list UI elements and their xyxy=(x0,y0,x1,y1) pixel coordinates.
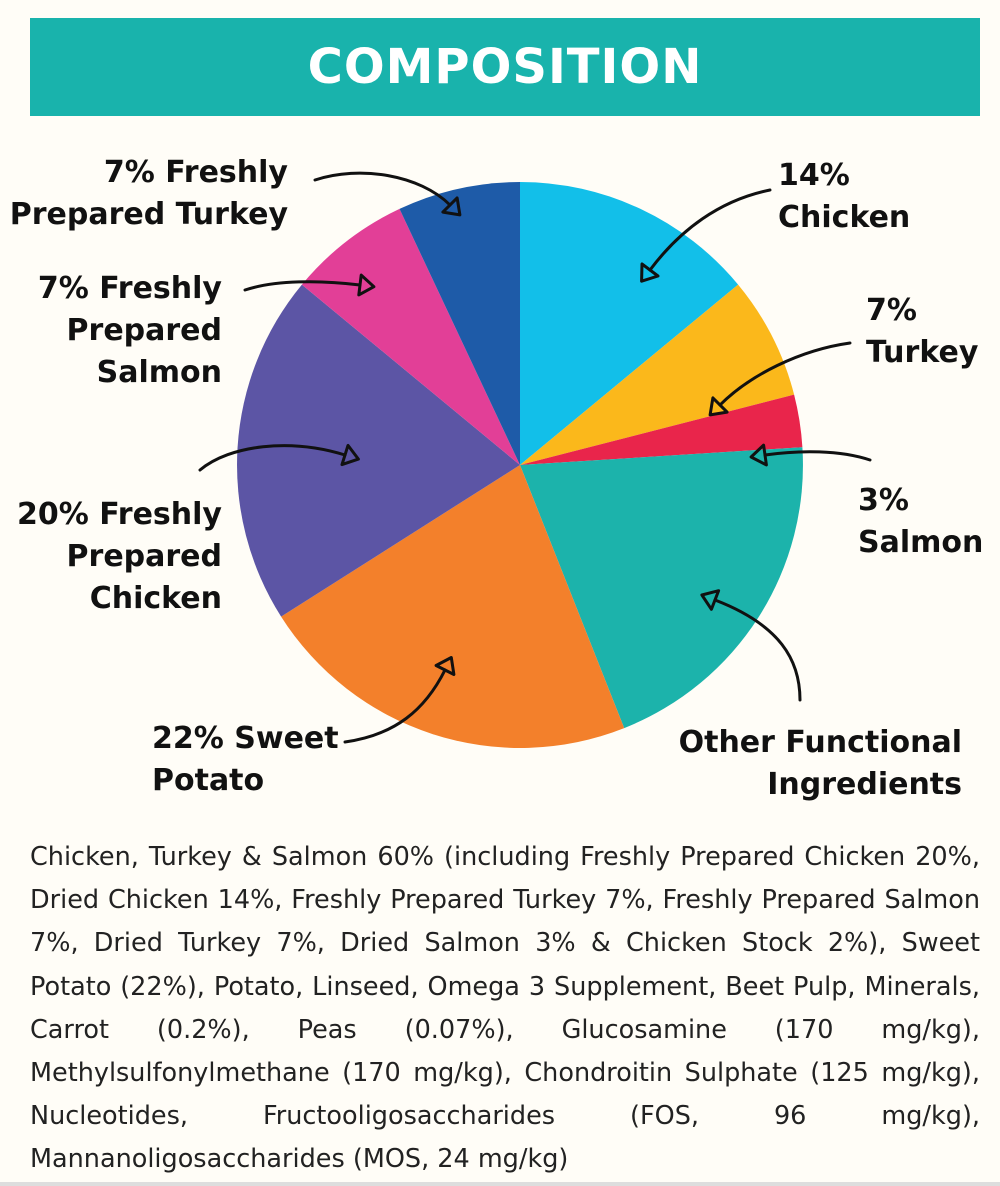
composition-pie-chart xyxy=(198,171,872,748)
pie-slice-other-functional-ingredients xyxy=(520,447,803,729)
pie-slice-chicken xyxy=(520,182,739,465)
pie-slice-turkey xyxy=(520,284,795,465)
pointer-arrow-salmon xyxy=(763,450,872,462)
pointer-arrow-fresh-chicken xyxy=(198,444,347,472)
arrowhead-fresh-turkey xyxy=(441,196,462,217)
label-fresh-turkey: 7% Freshly Prepared Turkey xyxy=(9,155,288,232)
label-other-functional-ingredients: Other Functional Ingredients xyxy=(678,725,962,802)
pointer-arrow-fresh-turkey xyxy=(313,171,452,207)
arrowhead-chicken xyxy=(640,262,660,283)
arrowhead-turkey xyxy=(708,396,729,417)
label-fresh-chicken: 20% Freshly Prepared Chicken xyxy=(16,497,222,616)
label-sweet-potato: 22% Sweet Potato xyxy=(152,721,339,798)
arrowhead-sweet-potato xyxy=(434,656,456,676)
pointer-arrow-chicken xyxy=(648,188,772,272)
pie-slice-fresh-chicken xyxy=(237,284,521,617)
label-chicken: 14% Chicken xyxy=(778,158,911,235)
label-turkey: 7% Turkey xyxy=(866,293,979,370)
arrowhead-salmon xyxy=(749,443,768,467)
pointer-arrow-sweet-potato xyxy=(343,668,447,744)
arrowhead-other-functional-ingredients xyxy=(700,589,721,611)
arrowhead-fresh-salmon xyxy=(357,273,376,297)
label-salmon: 3% Salmon xyxy=(858,483,984,560)
pointer-arrow-other-functional-ingredients xyxy=(713,598,802,702)
pie-slice-fresh-turkey xyxy=(399,182,520,465)
composition-header: COMPOSITION xyxy=(30,18,980,116)
pie-slice-salmon xyxy=(520,394,803,465)
label-fresh-salmon: 7% Freshly Prepared Salmon xyxy=(37,271,222,390)
arrowhead-fresh-chicken xyxy=(340,443,360,467)
bottom-divider xyxy=(0,1182,1000,1186)
ingredients-text: Chicken, Turkey & Salmon 60% (including … xyxy=(30,842,980,1175)
pie-slice-fresh-salmon xyxy=(301,208,520,465)
pointer-arrow-fresh-salmon xyxy=(243,280,362,292)
pointer-arrow-turkey xyxy=(718,341,852,407)
header-title: COMPOSITION xyxy=(307,39,703,95)
pie-slice-sweet-potato xyxy=(281,465,625,748)
